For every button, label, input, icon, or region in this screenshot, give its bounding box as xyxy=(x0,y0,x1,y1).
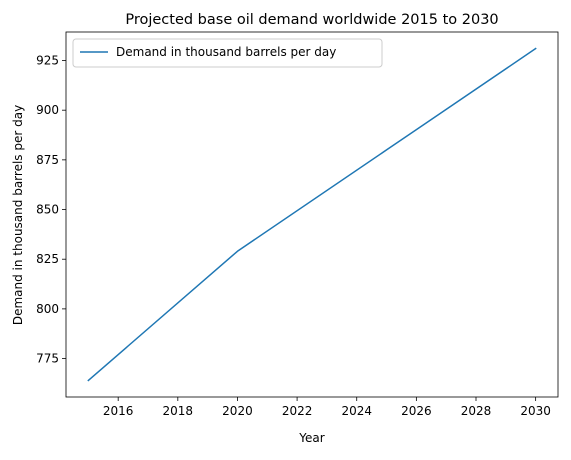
plot-area: 2016 2018 2020 2022 2024 2026 2028 2030 775 800 8… xyxy=(36,31,559,418)
x-tick-label: 2022 xyxy=(282,404,313,418)
y-tick-label: 825 xyxy=(36,252,59,266)
plot-frame xyxy=(65,31,559,398)
y-tick-label: 925 xyxy=(36,54,59,68)
chart-title: Projected base oil demand worldwide 2015… xyxy=(125,12,498,28)
y-tick-label: 900 xyxy=(36,103,59,117)
legend-box xyxy=(72,38,383,68)
x-tick-label: 2028 xyxy=(461,404,492,418)
x-tick-label: 2018 xyxy=(163,404,194,418)
y-tick-label: 850 xyxy=(36,203,59,217)
y-axis-label: Demand in thousand barrels per day xyxy=(11,105,25,325)
x-tick-label: 2024 xyxy=(341,404,372,418)
legend: Demand in thousand barrels per day xyxy=(72,38,383,68)
x-tick-label: 2016 xyxy=(103,404,134,418)
y-axis-ticks: 775 800 825 850 875 900 925 xyxy=(36,54,66,366)
x-tick-label: 2026 xyxy=(401,404,432,418)
y-tick-label: 775 xyxy=(36,352,59,366)
x-tick-label: 2020 xyxy=(222,404,253,418)
series-layer xyxy=(87,47,537,382)
x-tick-label: 2030 xyxy=(520,404,551,418)
x-axis-label: Year xyxy=(298,431,324,445)
y-tick-label: 800 xyxy=(36,302,59,316)
series-line xyxy=(87,47,537,382)
y-tick-label: 875 xyxy=(36,153,59,167)
legend-label: Demand in thousand barrels per day xyxy=(116,45,336,59)
x-axis-ticks: 2016 2018 2020 2022 2024 2026 2028 2030 xyxy=(103,397,551,418)
